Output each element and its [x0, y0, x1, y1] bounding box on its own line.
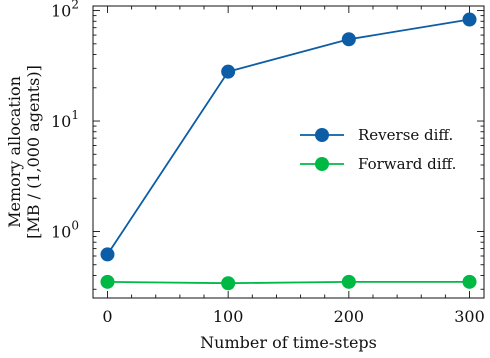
legend-label-forward-diff: Forward diff.: [358, 155, 456, 173]
y-tick-exponent: 1: [71, 108, 79, 122]
y-axis-label-line1: Memory allocation: [5, 76, 24, 228]
data-point-reverse-diff: [100, 247, 114, 261]
data-point-reverse-diff: [463, 13, 477, 27]
x-tick-label: 300: [454, 307, 485, 326]
legend-label-reverse-diff: Reverse diff.: [358, 126, 453, 144]
x-tick-label: 0: [102, 307, 112, 326]
data-point-forward-diff: [100, 275, 114, 289]
data-point-reverse-diff: [342, 32, 356, 46]
x-axis-label: Number of time-steps: [200, 333, 377, 352]
data-point-reverse-diff: [221, 65, 235, 79]
y-axis-label: Memory allocation [MB / (1,000 agents)]: [5, 65, 43, 239]
data-point-forward-diff: [463, 275, 477, 289]
x-tick-label: 200: [334, 307, 365, 326]
y-axis-label-line2: [MB / (1,000 agents)]: [24, 65, 43, 239]
legend-marker-reverse-diff: [315, 128, 329, 142]
y-tick-exponent: 2: [71, 0, 79, 12]
data-point-forward-diff: [221, 276, 235, 290]
data-point-forward-diff: [342, 275, 356, 289]
legend-marker-forward-diff: [315, 157, 329, 171]
y-tick-exponent: 0: [71, 218, 79, 232]
x-tick-label: 100: [213, 307, 244, 326]
